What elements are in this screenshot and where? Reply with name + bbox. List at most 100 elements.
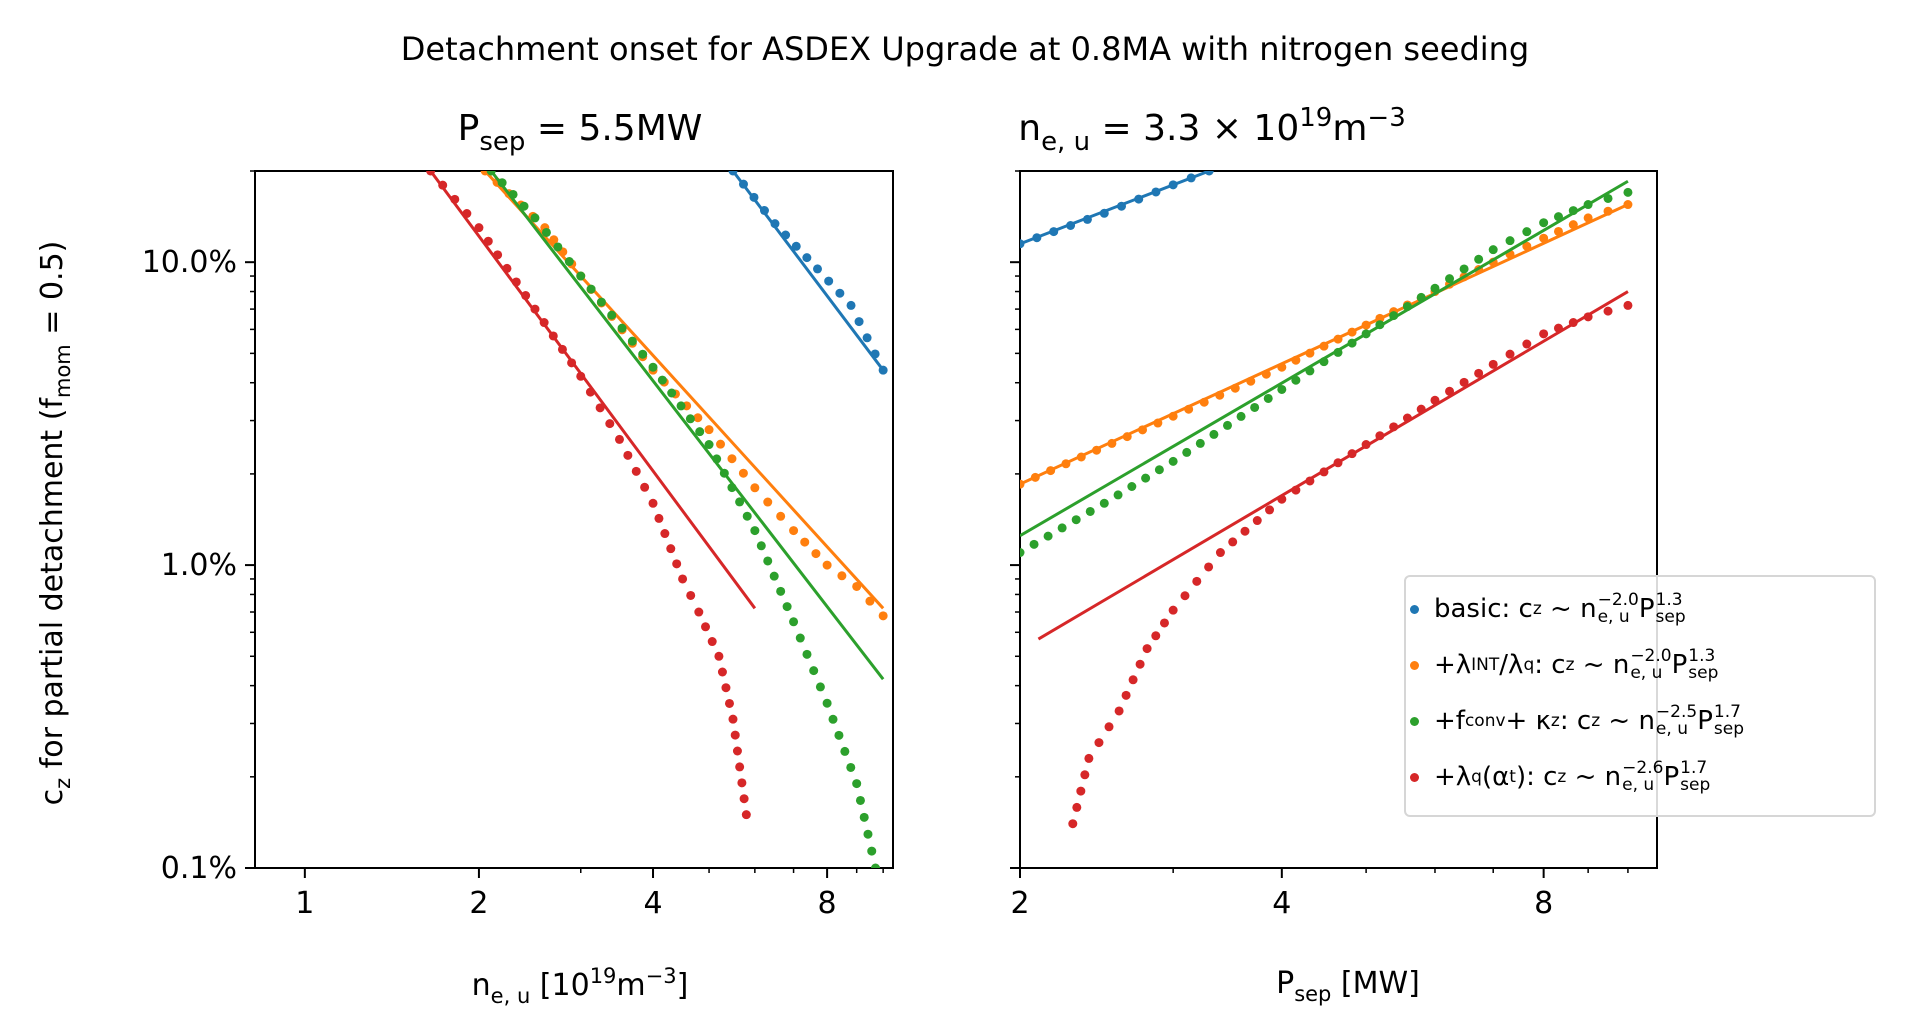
left-point-series-0 — [862, 333, 872, 343]
left-point-series-0 — [835, 288, 845, 298]
right-point-series-2 — [1182, 447, 1192, 457]
left-point-series-2 — [657, 375, 667, 385]
left-point-series-0 — [824, 276, 834, 286]
right-panel: 2 4 8 — [1010, 170, 1658, 921]
right-point-series-3 — [1347, 449, 1357, 459]
right-point-series-3 — [1553, 323, 1563, 333]
legend-marker — [1410, 660, 1419, 670]
left-point-series-2 — [863, 829, 873, 839]
left-point-series-2 — [519, 201, 529, 211]
right-point-series-2 — [1375, 320, 1385, 330]
left-point-series-3 — [701, 622, 711, 632]
right-point-series-3 — [1603, 306, 1613, 316]
left-point-series-2 — [667, 388, 677, 398]
right-point-series-2 — [1209, 429, 1219, 439]
left-point-series-2 — [852, 779, 862, 789]
right-x-tick-label: 8 — [1534, 886, 1553, 921]
right-point-series-3 — [1121, 690, 1131, 700]
right-point-series-3 — [1416, 404, 1426, 414]
right-point-series-1 — [1230, 383, 1240, 393]
right-point-series-2 — [1623, 187, 1633, 197]
figure-suptitle: Detachment onset for ASDEX Upgrade at 0.… — [401, 30, 1529, 68]
right-point-series-2 — [1141, 473, 1151, 483]
right-point-series-2 — [1057, 523, 1067, 533]
left-point-series-3 — [502, 263, 512, 273]
left-point-series-3 — [694, 607, 704, 617]
left-point-series-2 — [727, 483, 737, 493]
right-point-series-1 — [1347, 327, 1357, 337]
left-point-series-2 — [867, 846, 877, 856]
left-point-series-2 — [704, 440, 714, 450]
left-point-series-3 — [648, 498, 658, 508]
right-point-series-2 — [1154, 465, 1164, 475]
left-point-series-0 — [781, 230, 791, 240]
right-point-series-3 — [1361, 440, 1371, 450]
left-point-series-2 — [840, 746, 850, 756]
left-point-series-2 — [776, 586, 786, 596]
left-point-series-3 — [732, 746, 742, 756]
left-point-series-3 — [585, 387, 595, 397]
left-point-series-0 — [846, 300, 856, 310]
left-point-series-1 — [693, 413, 703, 423]
left-point-series-3 — [483, 236, 493, 246]
left-point-series-3 — [462, 209, 472, 219]
right-point-series-3 — [1459, 377, 1469, 387]
right-point-series-2 — [1168, 456, 1178, 466]
right-point-series-1 — [1568, 220, 1578, 230]
left-point-series-0 — [749, 192, 759, 202]
left-point-series-2 — [553, 242, 563, 252]
right-point-series-3 — [1159, 618, 1169, 628]
right-point-series-3 — [1505, 349, 1515, 359]
left-point-series-3 — [521, 291, 531, 301]
right-point-series-3 — [1623, 300, 1633, 310]
right-point-series-3 — [1252, 516, 1262, 526]
left-panel-title: Psep = 5.5MW — [458, 108, 703, 157]
left-point-series-2 — [802, 649, 812, 659]
left-x-axis-label: ne, u [1019m−3] — [472, 964, 689, 1008]
left-point-series-3 — [739, 794, 749, 804]
left-point-series-2 — [871, 863, 880, 868]
left-point-series-3 — [724, 698, 734, 708]
right-point-series-3 — [1539, 329, 1549, 339]
left-point-series-2 — [834, 730, 844, 740]
left-point-series-1 — [865, 596, 875, 606]
right-point-series-2 — [1020, 548, 1025, 558]
right-point-series-3 — [1389, 422, 1399, 432]
left-point-series-1 — [852, 581, 862, 591]
left-point-series-2 — [859, 812, 869, 822]
left-axes-frame — [254, 170, 894, 869]
left-point-series-3 — [530, 304, 540, 314]
right-point-series-3 — [1583, 312, 1593, 322]
left-point-series-2 — [497, 178, 507, 188]
left-point-series-2 — [735, 497, 745, 507]
right-panel-title: ne, u = 3.3 × 1019m−3 — [1018, 103, 1406, 157]
right-point-series-3 — [1402, 413, 1412, 423]
left-point-series-2 — [638, 349, 648, 359]
left-plot-area — [426, 171, 888, 868]
right-point-series-1 — [1076, 452, 1086, 462]
left-point-series-2 — [782, 602, 792, 612]
right-point-series-2 — [1277, 384, 1287, 394]
left-point-series-2 — [789, 617, 799, 627]
left-point-series-3 — [557, 344, 567, 354]
left-point-series-1 — [789, 526, 799, 536]
right-point-series-2 — [1236, 411, 1246, 421]
left-point-series-0 — [759, 206, 769, 216]
right-point-series-3 — [1291, 485, 1301, 495]
right-point-series-1 — [1305, 348, 1315, 358]
right-point-series-2 — [1474, 254, 1484, 264]
right-point-series-1 — [1046, 466, 1056, 476]
right-point-series-2 — [1568, 206, 1578, 216]
right-point-series-1 — [1199, 397, 1209, 407]
left-point-series-2 — [486, 171, 496, 176]
left-point-series-3 — [686, 590, 696, 600]
right-point-series-1 — [1092, 445, 1102, 455]
left-point-series-3 — [493, 250, 503, 260]
right-point-series-3 — [1072, 802, 1082, 812]
right-point-series-2 — [1113, 490, 1123, 500]
left-point-series-3 — [721, 683, 731, 693]
